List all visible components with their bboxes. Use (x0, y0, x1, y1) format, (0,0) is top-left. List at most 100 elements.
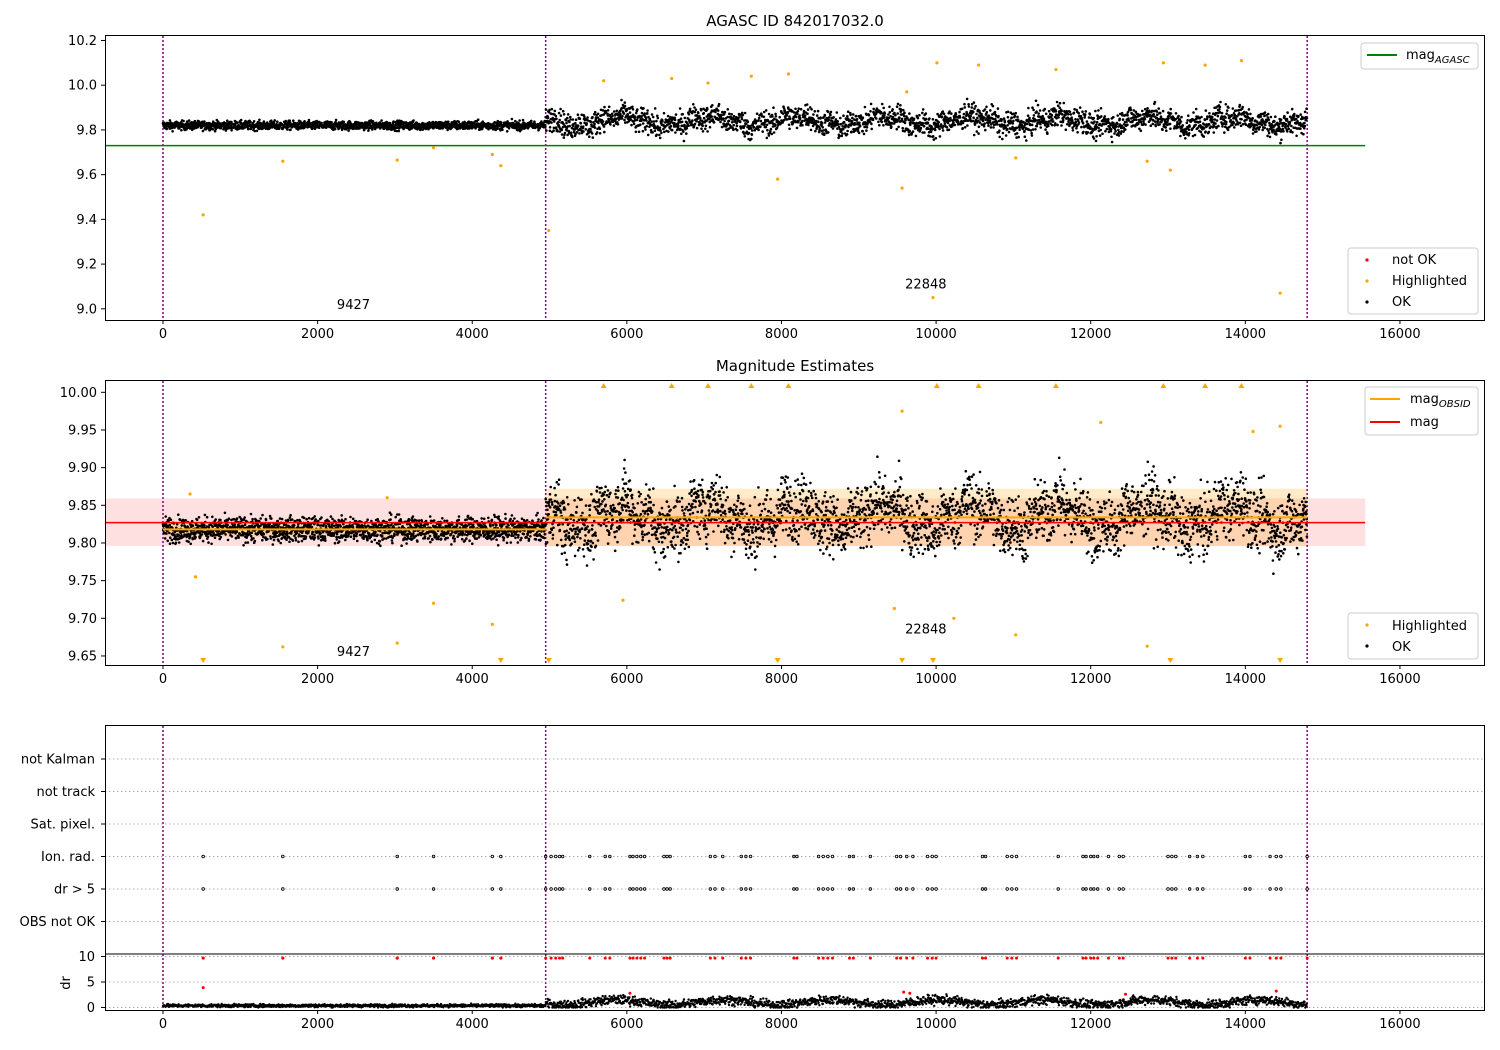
ok-point (1116, 122, 1119, 125)
ok-point (662, 111, 666, 115)
ok-point (334, 118, 338, 122)
ok-point (1071, 118, 1074, 122)
highlighted-point (776, 177, 780, 181)
ok-point (1305, 107, 1308, 110)
ok-point (288, 540, 291, 544)
ok-point (787, 123, 791, 127)
ok-point (816, 109, 820, 113)
ok-point (1054, 122, 1057, 125)
ok-point (794, 107, 797, 111)
ok-point (1095, 123, 1098, 126)
ok-point (1025, 139, 1028, 142)
ok-point (653, 129, 657, 132)
x-tick-label: 2000 (301, 327, 334, 342)
ok-point (746, 120, 750, 124)
ok-point (1006, 128, 1009, 131)
ok-point (1274, 115, 1277, 118)
ok-point (585, 122, 588, 125)
ok-point (778, 115, 781, 119)
ok-point (911, 130, 915, 133)
ok-point (1251, 117, 1254, 120)
ok-point (601, 120, 605, 123)
ok-point (1287, 127, 1290, 131)
ok-point (750, 133, 754, 136)
ok-point (743, 135, 747, 138)
ok-point (1266, 112, 1270, 116)
ok-point (1288, 120, 1292, 124)
ok-point (750, 129, 754, 132)
ok-point (612, 124, 616, 127)
ok-point (645, 124, 648, 128)
ok-point (590, 132, 594, 135)
ok-point (552, 129, 555, 132)
ok-point (813, 110, 817, 113)
ok-point (168, 523, 171, 527)
ok-point (167, 519, 170, 523)
ok-point (938, 135, 942, 138)
ok-point (1231, 107, 1235, 110)
ok-point (1116, 114, 1119, 117)
ok-point (574, 121, 577, 125)
ok-point (908, 129, 911, 133)
highlighted-point (905, 90, 909, 94)
ok-point (759, 119, 763, 123)
ok-point (767, 112, 771, 116)
ok-point (1025, 122, 1029, 126)
ok-point (882, 106, 885, 110)
ok-point (292, 119, 295, 122)
ok-point (965, 97, 969, 101)
ok-point (716, 109, 720, 112)
ok-point (1114, 125, 1118, 128)
ok-point (1139, 113, 1142, 117)
ok-point (568, 124, 571, 128)
ok-point (667, 130, 670, 133)
ok-point (693, 110, 697, 114)
ok-point (740, 111, 744, 115)
ok-point (1186, 119, 1189, 122)
ok-point (1152, 113, 1155, 116)
ok-point (1057, 116, 1060, 119)
ok-point (239, 118, 243, 122)
ok-point (993, 110, 997, 114)
ok-point (814, 129, 817, 133)
ok-point (510, 117, 514, 121)
ok-point (1015, 132, 1019, 135)
ok-point (1208, 112, 1211, 115)
ok-point (651, 131, 654, 134)
ok-point (719, 120, 722, 124)
ok-point (1088, 113, 1092, 116)
ok-point (1010, 116, 1013, 119)
ok-point (822, 133, 826, 136)
ok-point (1112, 115, 1115, 119)
ok-point (1085, 120, 1089, 123)
ok-point (755, 112, 759, 115)
ok-point (1107, 117, 1110, 121)
ok-point (931, 135, 935, 138)
ok-point (1302, 132, 1305, 136)
ok-point (1229, 118, 1232, 122)
ok-point (294, 539, 298, 542)
ok-point (397, 129, 401, 133)
ok-point (1225, 120, 1228, 124)
highlighted-point (201, 213, 205, 217)
ok-point (310, 127, 314, 130)
ok-point (1095, 120, 1099, 124)
ok-point (642, 107, 645, 110)
ok-point (1056, 104, 1060, 107)
ok-point (887, 113, 890, 116)
ok-point (168, 531, 171, 535)
ok-point (962, 112, 966, 116)
ok-point (1097, 126, 1100, 130)
ok-point (559, 114, 563, 117)
legend-notok-label: not OK (1392, 253, 1437, 268)
ok-point (201, 129, 205, 133)
ok-point (948, 110, 951, 113)
ok-point (1112, 122, 1115, 125)
ok-point (963, 126, 967, 129)
ok-point (187, 119, 191, 122)
highlighted-point (1014, 156, 1018, 160)
ok-point (314, 518, 318, 521)
ok-point (303, 120, 306, 123)
ok-point (271, 543, 275, 546)
ok-point (1139, 120, 1143, 124)
